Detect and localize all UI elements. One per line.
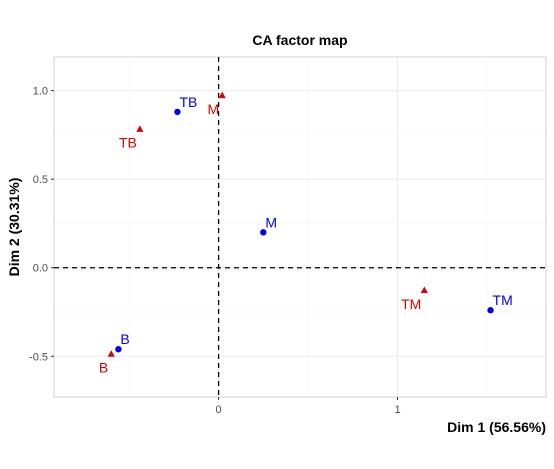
column-point-label: TB bbox=[119, 135, 137, 151]
data-points: TB M B TM M TB B TM bbox=[99, 91, 513, 376]
y-tick-label: 0.5 bbox=[33, 174, 48, 186]
chart-title: CA factor map bbox=[252, 32, 347, 48]
y-tick-label: -0.5 bbox=[29, 351, 48, 363]
row-point-marker bbox=[115, 345, 122, 353]
row-point-label: TB bbox=[179, 94, 197, 110]
y-tick-label: 0.0 bbox=[33, 263, 48, 275]
column-point-label: M bbox=[208, 101, 220, 117]
column-point-label: B bbox=[99, 360, 108, 376]
column-point-marker bbox=[136, 125, 144, 132]
column-point-label: TM bbox=[401, 296, 421, 312]
reference-lines bbox=[54, 57, 546, 397]
row-point-label: TM bbox=[493, 292, 513, 308]
column-point-marker bbox=[218, 91, 226, 99]
column-point-marker bbox=[420, 286, 428, 293]
y-tick-label: 1.0 bbox=[33, 86, 48, 98]
row-point-label: M bbox=[265, 214, 277, 230]
row-point-marker bbox=[487, 307, 494, 314]
plot-panel bbox=[53, 56, 547, 398]
row-point-label: B bbox=[120, 331, 129, 347]
y-axis-title: Dim 2 (30.31%) bbox=[6, 178, 22, 277]
row-point-marker bbox=[260, 229, 267, 236]
row-point-marker bbox=[174, 108, 181, 116]
y-axis-ticks: -0.5 0.0 0.5 1.0 bbox=[29, 86, 54, 363]
x-tick-label: 0 bbox=[216, 404, 222, 416]
column-point-marker bbox=[107, 350, 115, 357]
x-tick-label: 1 bbox=[394, 404, 400, 416]
x-axis-title: Dim 1 (56.56%) bbox=[447, 419, 546, 435]
